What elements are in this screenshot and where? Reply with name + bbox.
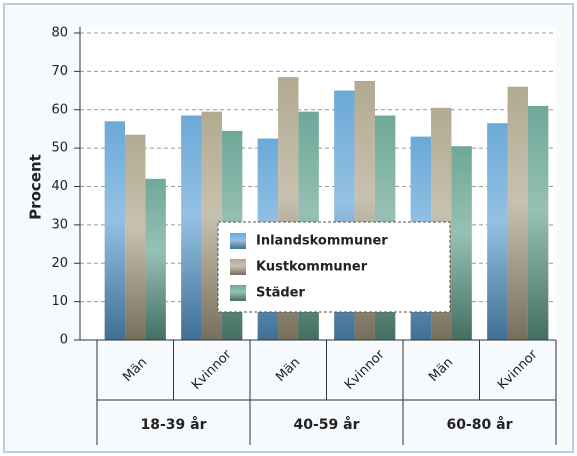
y-tick-label: 70 (51, 64, 68, 79)
legend-box (217, 221, 451, 313)
y-tick-label: 10 (51, 294, 68, 309)
y-tick-label: 60 (51, 102, 68, 117)
y-tick-label: 20 (51, 256, 68, 271)
legend: Inlandskommuner Kustkommuner Städer (217, 221, 451, 313)
legend-swatch (230, 233, 246, 249)
group-label: 60-80 år (446, 416, 512, 433)
legend-label: Städer (256, 286, 305, 301)
legend-swatch (230, 259, 246, 275)
bar (125, 134, 146, 340)
legend-swatch (230, 285, 246, 301)
y-tick-label: 40 (51, 179, 68, 194)
bar (451, 146, 472, 340)
legend-label: Inlandskommuner (256, 234, 388, 249)
bar (487, 123, 508, 341)
y-tick-label: 50 (51, 141, 68, 156)
y-tick-label: 80 (51, 26, 68, 41)
legend-label: Kustkommuner (256, 260, 368, 275)
bar (104, 121, 126, 340)
y-axis-title: Procent (27, 154, 45, 220)
bar (145, 178, 166, 340)
y-tick-label: 0 (60, 333, 68, 348)
y-tick-label: 30 (51, 217, 68, 232)
bar (527, 105, 549, 340)
group-label: 40-59 år (293, 416, 359, 433)
bar (181, 115, 202, 340)
bar (507, 86, 528, 340)
group-label: 18-39 år (140, 416, 206, 433)
bar (201, 111, 222, 340)
